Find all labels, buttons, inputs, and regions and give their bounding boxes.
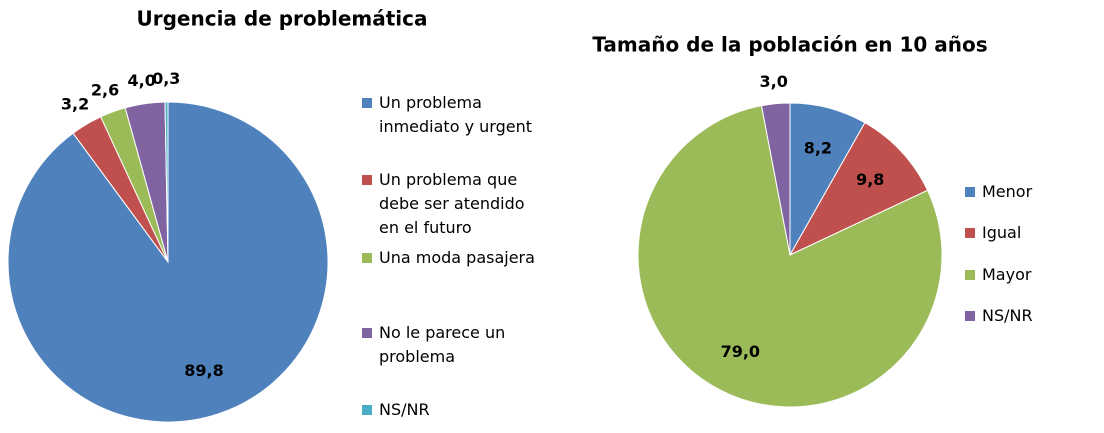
legend-label: Un problema que debe ser atendido en el fu… [379, 170, 525, 237]
legend-swatch [362, 253, 372, 263]
data-label: 2,6 [91, 80, 119, 99]
legend-swatch [362, 98, 372, 108]
data-label: 4,0 [128, 71, 156, 90]
legend-swatch [362, 405, 372, 415]
data-label: 0,3 [152, 69, 180, 88]
legend-label: NS/NR [379, 400, 430, 419]
data-label: 79,0 [721, 342, 760, 361]
pie-slice [788, 122, 929, 257]
pie-slice [760, 102, 791, 256]
chart-title: Tamaño de la población en 10 años [592, 33, 987, 57]
data-label: 9,8 [856, 170, 884, 189]
legend-label: Una moda pasajera [379, 248, 535, 267]
data-label: 3,2 [61, 95, 89, 114]
legend-label: NS/NR [982, 306, 1033, 325]
legend-swatch [965, 187, 975, 197]
legend-label: Menor [982, 182, 1033, 201]
legend-swatch [965, 270, 975, 280]
legend-swatch [362, 328, 372, 338]
pie-slice [164, 101, 169, 263]
legend-label: Igual [982, 223, 1021, 242]
data-label: 3,0 [760, 72, 788, 91]
chart-title: Urgencia de problemática [137, 7, 428, 31]
legend-swatch [362, 175, 372, 185]
legend-label: No le parece un problema [379, 323, 505, 366]
legend-swatch [965, 311, 975, 321]
legend-label: Mayor [982, 265, 1032, 284]
pie-slice [637, 105, 943, 408]
data-label: 8,2 [804, 139, 832, 158]
legend-swatch [965, 228, 975, 238]
data-label: 89,8 [184, 361, 223, 380]
legend-label: Un problema inmediato y urgent [379, 93, 532, 136]
